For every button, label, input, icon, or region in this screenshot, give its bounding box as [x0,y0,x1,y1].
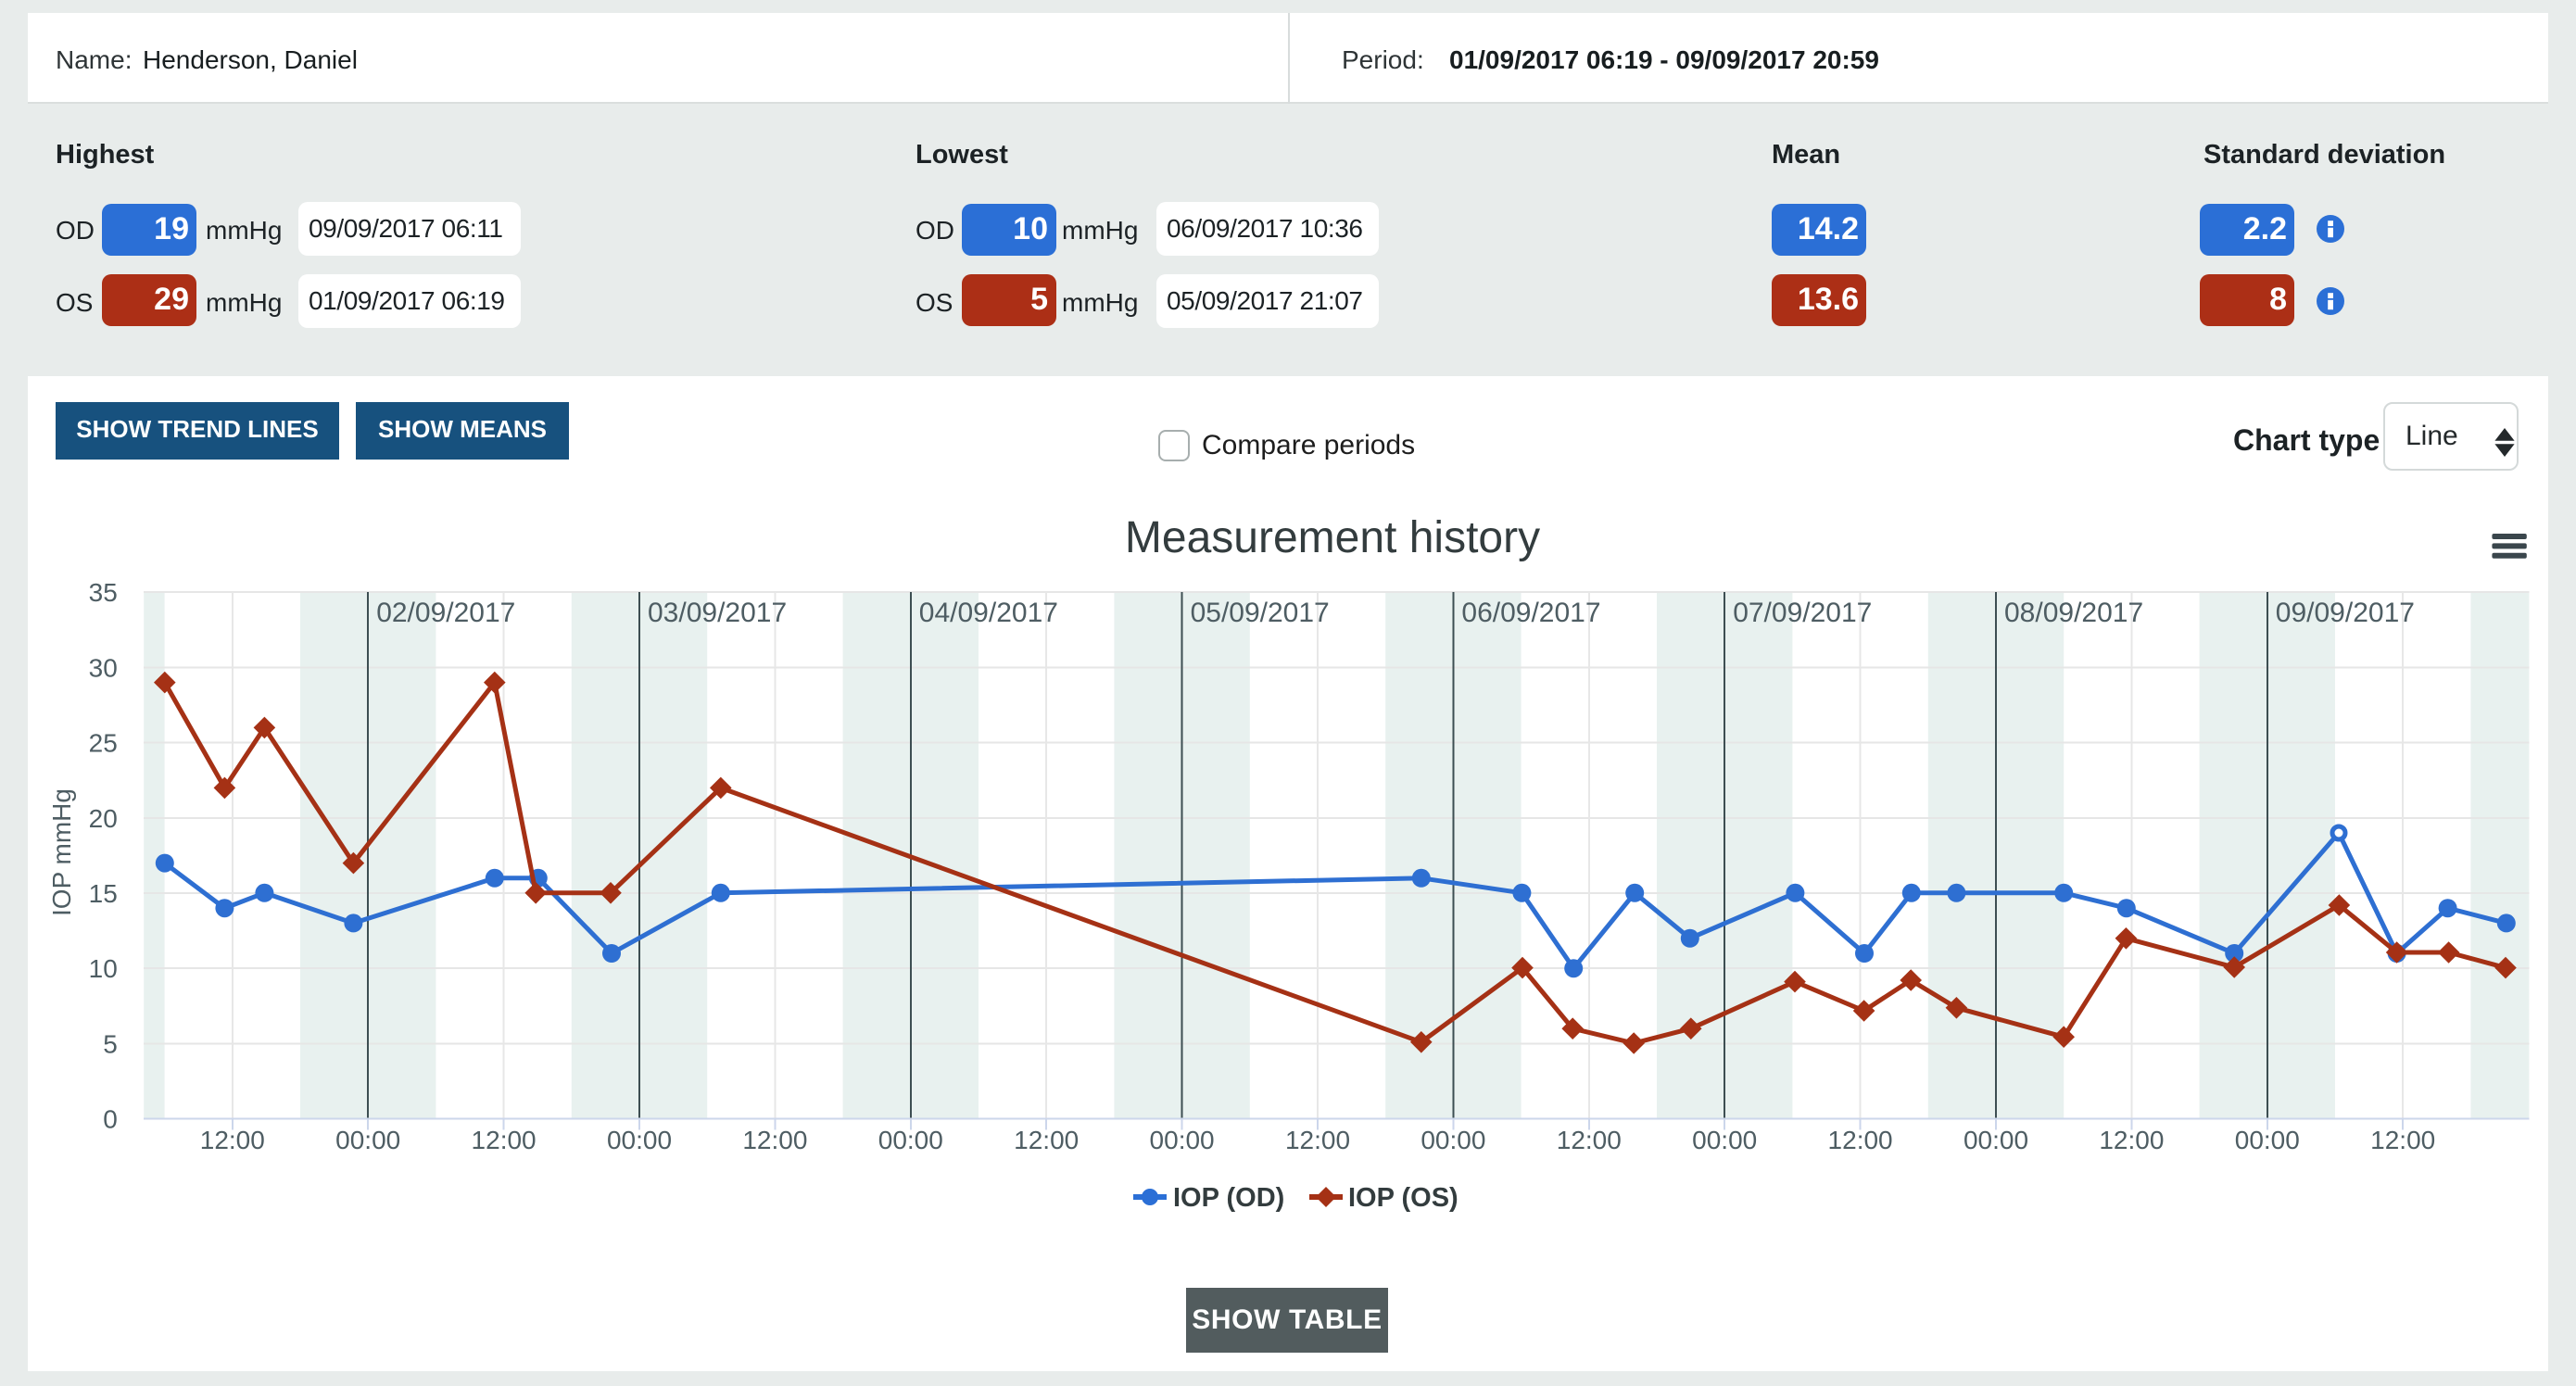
svg-text:12:00: 12:00 [200,1126,265,1154]
svg-text:04/09/2017: 04/09/2017 [919,598,1058,628]
svg-text:10: 10 [89,954,118,983]
svg-text:IOP mmHg: IOP mmHg [47,788,76,916]
svg-text:12:00: 12:00 [1014,1126,1079,1154]
svg-text:02/09/2017: 02/09/2017 [376,598,515,628]
svg-text:12:00: 12:00 [1285,1126,1350,1154]
svg-text:5: 5 [103,1029,118,1058]
svg-text:12:00: 12:00 [742,1126,807,1154]
svg-text:20: 20 [89,804,118,833]
svg-text:12:00: 12:00 [472,1126,537,1154]
svg-text:15: 15 [89,879,118,908]
svg-text:00:00: 00:00 [335,1126,400,1154]
svg-text:03/09/2017: 03/09/2017 [648,598,787,628]
svg-text:00:00: 00:00 [1421,1126,1485,1154]
svg-text:0: 0 [103,1105,118,1134]
svg-text:00:00: 00:00 [1150,1126,1215,1154]
svg-text:00:00: 00:00 [1692,1126,1757,1154]
svg-text:IOP (OD): IOP (OD) [1173,1183,1284,1213]
svg-text:05/09/2017: 05/09/2017 [1191,598,1330,628]
svg-text:12:00: 12:00 [2370,1126,2435,1154]
svg-text:08/09/2017: 08/09/2017 [2004,598,2143,628]
svg-text:09/09/2017: 09/09/2017 [2276,598,2415,628]
svg-text:30: 30 [89,653,118,682]
svg-text:12:00: 12:00 [2099,1126,2164,1154]
svg-text:00:00: 00:00 [607,1126,672,1154]
svg-text:25: 25 [89,729,118,758]
svg-text:35: 35 [89,578,118,607]
svg-text:IOP (OS): IOP (OS) [1348,1183,1458,1213]
svg-text:12:00: 12:00 [1557,1126,1622,1154]
svg-text:00:00: 00:00 [878,1126,943,1154]
svg-text:07/09/2017: 07/09/2017 [1733,598,1872,628]
svg-text:00:00: 00:00 [2235,1126,2300,1154]
svg-text:06/09/2017: 06/09/2017 [1461,598,1600,628]
svg-text:12:00: 12:00 [1828,1126,1893,1154]
svg-text:00:00: 00:00 [1964,1126,2028,1154]
